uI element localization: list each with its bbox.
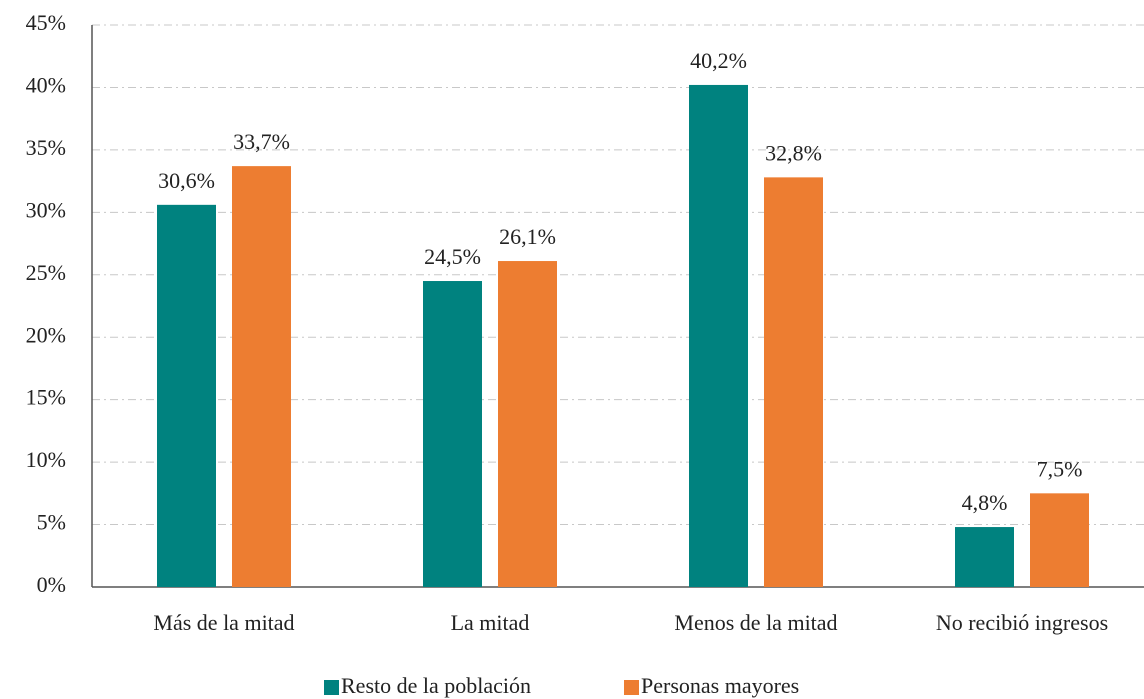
bar: [498, 261, 557, 587]
y-tick-label: 35%: [26, 135, 66, 160]
legend-swatch: [324, 680, 339, 695]
y-tick-label: 15%: [26, 385, 66, 410]
bar: [232, 166, 291, 587]
value-label: 7,5%: [1037, 456, 1083, 481]
x-tick-label: Menos de la mitad: [674, 610, 837, 635]
y-tick-label: 0%: [37, 572, 66, 597]
legend-label: Personas mayores: [641, 673, 799, 698]
x-tick-label: La mitad: [451, 610, 530, 635]
y-tick-label: 20%: [26, 322, 66, 347]
bar: [955, 527, 1014, 587]
legend-swatch: [624, 680, 639, 695]
x-tick-label: No recibió ingresos: [936, 610, 1108, 635]
value-label: 24,5%: [424, 244, 481, 269]
bar: [1030, 493, 1089, 587]
bar: [423, 281, 482, 587]
value-label: 40,2%: [690, 48, 747, 73]
bar: [689, 84, 748, 588]
y-tick-label: 25%: [26, 260, 66, 285]
value-label: 4,8%: [962, 490, 1008, 515]
value-label: 32,8%: [765, 140, 822, 165]
bar: [764, 177, 823, 587]
legend-label: Resto de la población: [341, 673, 531, 698]
y-tick-label: 5%: [37, 510, 66, 535]
bar: [157, 204, 216, 587]
y-tick-label: 10%: [26, 447, 66, 472]
y-tick-label: 30%: [26, 197, 66, 222]
x-tick-label: Más de la mitad: [153, 610, 294, 635]
value-label: 30,6%: [158, 168, 215, 193]
value-label: 33,7%: [233, 129, 290, 154]
value-label: 26,1%: [499, 224, 556, 249]
y-tick-label: 40%: [26, 72, 66, 97]
y-tick-label: 45%: [26, 10, 66, 35]
